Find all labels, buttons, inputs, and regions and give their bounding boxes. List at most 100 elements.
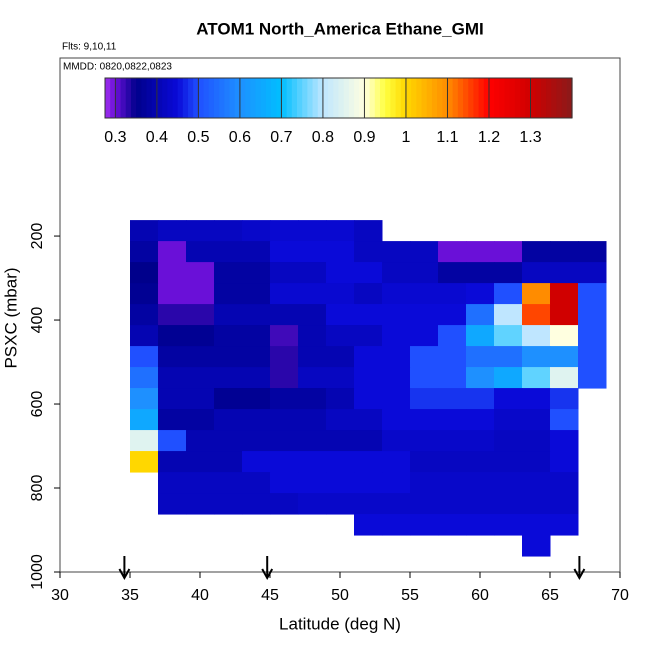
colorbar-segment — [530, 78, 537, 118]
heatmap-cell — [158, 388, 187, 410]
heatmap-cell — [466, 514, 495, 536]
heatmap-cell — [522, 283, 551, 305]
y-axis-label: PSXC (mbar) — [1, 267, 20, 368]
heatmap-cell — [214, 325, 243, 347]
heatmap-cell — [410, 283, 439, 305]
heatmap-cell — [494, 514, 523, 536]
colorbar-segment — [556, 78, 563, 118]
colorbar-segment — [167, 78, 174, 118]
heatmap-cell — [326, 388, 355, 410]
x-tick-label: 35 — [121, 587, 139, 604]
colorbar-tick-label: 0.7 — [270, 129, 292, 146]
heatmap-cell — [354, 220, 383, 242]
heatmap-cell — [214, 241, 243, 263]
heatmap-cell — [550, 493, 579, 515]
heatmap-cell — [326, 451, 355, 473]
colorbar-segment — [219, 78, 225, 118]
heatmap-cell — [298, 304, 327, 326]
colorbar-segment — [146, 78, 153, 118]
heatmap-cell — [466, 409, 495, 431]
heatmap-cell — [242, 241, 271, 263]
heatmap-cell — [494, 304, 523, 326]
heatmap-cell — [270, 220, 299, 242]
heatmap-cell — [186, 493, 215, 515]
heatmap-cell — [130, 241, 159, 263]
y-tick-label: 600 — [29, 391, 46, 418]
heatmap-cell — [494, 472, 523, 494]
heatmap-cell — [354, 304, 383, 326]
heatmap-cell — [578, 262, 607, 284]
heatmap-cell — [550, 283, 579, 305]
colorbar-segment — [250, 78, 257, 118]
heatmap-cell — [550, 451, 579, 473]
arrow-head — [573, 568, 586, 581]
heatmap-cell — [550, 388, 579, 410]
heatmap-cell — [242, 220, 271, 242]
heatmap-cell — [354, 493, 383, 515]
heatmap-cell — [578, 346, 607, 368]
colorbar-segment — [483, 78, 490, 118]
heatmap-cell — [242, 325, 271, 347]
heatmap-cell — [186, 472, 215, 494]
heatmap-cell — [382, 451, 411, 473]
x-axis-label: Latitude (deg N) — [279, 614, 401, 633]
colorbar-segment — [322, 78, 329, 118]
heatmap-cell — [466, 451, 495, 473]
heatmap-cell — [522, 493, 551, 515]
heatmap-cell — [550, 325, 579, 347]
heatmap-cell — [522, 241, 551, 263]
colorbar-tick-label: 1 — [402, 129, 411, 146]
colorbar-segment — [213, 78, 220, 118]
heatmap-cell — [130, 220, 159, 242]
heatmap-cell — [438, 262, 467, 284]
colorbar-tick-label: 0.4 — [146, 129, 168, 146]
heatmap-cell — [494, 451, 523, 473]
heatmap-cell — [270, 325, 299, 347]
heatmap-cell — [522, 325, 551, 347]
colorbar-segment — [162, 78, 168, 118]
colorbar-segment — [203, 78, 210, 118]
colorbar-segment — [457, 78, 464, 118]
heatmap-cell — [270, 304, 299, 326]
heatmap-cell — [382, 430, 411, 452]
colorbar-segment — [551, 78, 558, 118]
colorbar-segment — [177, 78, 184, 118]
colorbar-segment — [540, 78, 547, 118]
heatmap-cell — [326, 220, 355, 242]
heatmap-cell — [382, 514, 411, 536]
heatmap-cell — [158, 472, 187, 494]
heatmap-cell — [578, 241, 607, 263]
heatmap-cell — [158, 283, 187, 305]
heatmap-cell — [298, 283, 327, 305]
colorbar-tick-label: 1.1 — [436, 129, 458, 146]
heatmap-cell — [298, 388, 327, 410]
colorbar-segment — [333, 78, 340, 118]
heatmap-cell — [382, 304, 411, 326]
colorbar-segment — [416, 78, 423, 118]
colorbar-segment — [265, 78, 272, 118]
heatmap-cell — [438, 514, 467, 536]
heatmap-cell — [158, 367, 187, 389]
colorbar-segment — [494, 78, 500, 118]
heatmap-cell — [130, 304, 159, 326]
heatmap-cell — [186, 262, 215, 284]
heatmap-cell — [186, 304, 215, 326]
heatmap-cell — [354, 283, 383, 305]
heatmap-cell — [466, 283, 495, 305]
heatmap-cell — [186, 388, 215, 410]
heatmap-cell — [410, 325, 439, 347]
heatmap-cell — [242, 262, 271, 284]
heatmap-cell — [550, 430, 579, 452]
colorbar-segment — [354, 78, 360, 118]
heatmap-cell — [522, 388, 551, 410]
colorbar-segment — [239, 78, 246, 118]
colorbar-segment — [130, 78, 137, 118]
heatmap-cell — [158, 304, 187, 326]
heatmap-cell — [550, 472, 579, 494]
colorbar-segment — [380, 78, 386, 118]
heatmap-cell — [214, 451, 243, 473]
heatmap-cell — [354, 367, 383, 389]
heatmap-cell — [354, 409, 383, 431]
colorbar-segment — [260, 78, 267, 118]
colorbar-segment — [359, 78, 366, 118]
